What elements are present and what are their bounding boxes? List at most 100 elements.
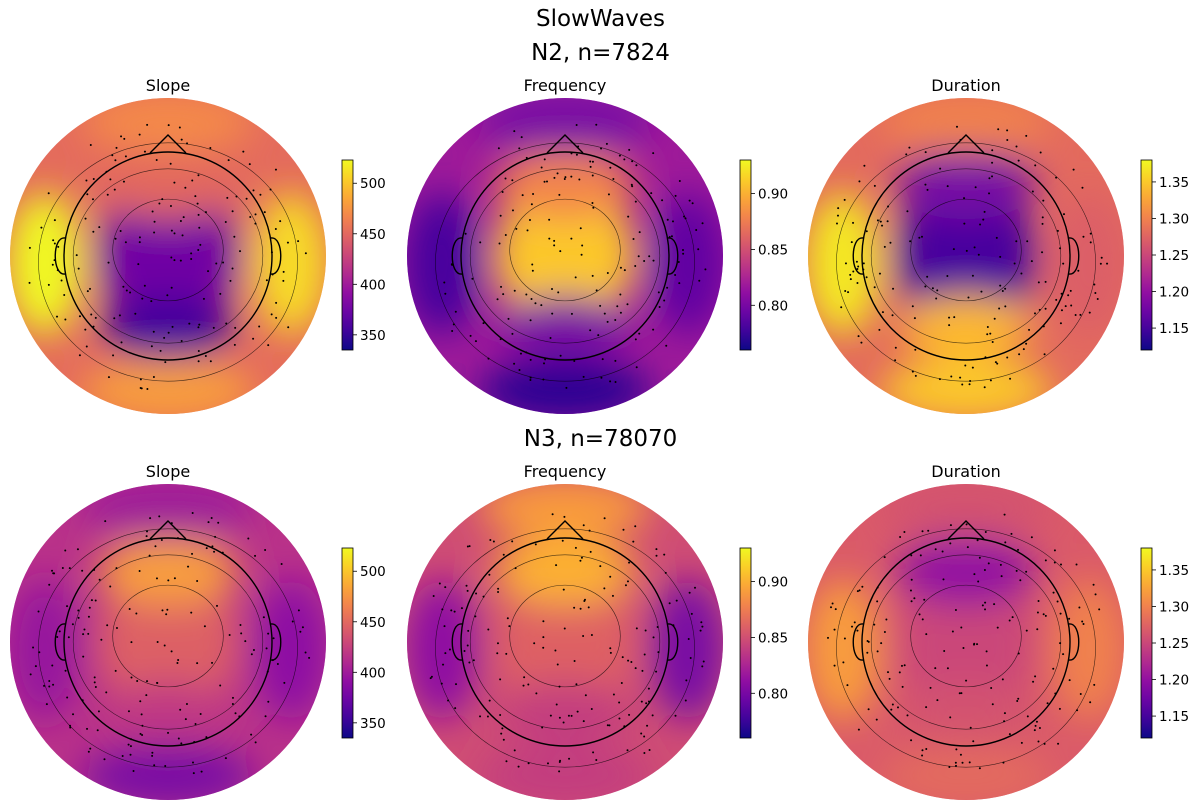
topomap-panel: Duration 1.15 1.20 1.25 1.30 1.35 — [808, 76, 1189, 414]
colorbar-tick-label: 0.80 — [758, 686, 788, 702]
sensor-dot — [953, 316, 956, 319]
row-subtitle-n2: N2, n=7824 — [531, 40, 670, 66]
sensor-dot — [60, 279, 63, 282]
sensor-dot — [899, 536, 902, 539]
left-ear-outline — [852, 623, 864, 661]
sensor-dot — [996, 362, 999, 365]
topomap-region-right — [1051, 578, 1124, 722]
sensor-dot — [507, 317, 510, 320]
sensor-dot — [563, 515, 566, 518]
sensor-dot — [888, 677, 891, 680]
sensor-dot — [553, 176, 556, 179]
sensor-dot — [1100, 256, 1103, 259]
contour-line — [112, 198, 224, 302]
sensor-dot — [34, 665, 37, 668]
head-outline — [861, 537, 1071, 747]
sensor-dot — [496, 642, 499, 645]
sensor-dot — [1053, 549, 1056, 552]
sensor-dot — [146, 530, 149, 533]
sensor-dot — [32, 646, 35, 649]
sensor-dot — [191, 512, 194, 515]
sensor-dot — [448, 648, 451, 651]
sensor-dot — [873, 184, 876, 187]
sensor-dot — [151, 210, 154, 213]
sensor-dot — [674, 194, 677, 197]
sensor-dot — [1068, 679, 1071, 682]
contour-line — [435, 528, 695, 768]
sensor-dot — [876, 219, 879, 222]
sensor-dot — [231, 696, 234, 699]
sensor-dot — [194, 195, 197, 198]
sensor-dot — [1030, 536, 1033, 539]
sensor-dot — [150, 300, 153, 303]
sensor-dot — [1020, 272, 1023, 275]
sensor-dot — [211, 545, 214, 548]
sensor-dot — [687, 637, 690, 640]
sensor-dot — [914, 374, 917, 377]
sensor-dot — [857, 335, 860, 338]
sensor-dot — [857, 728, 860, 731]
sensor-dot — [231, 210, 234, 213]
sensor-dot — [146, 680, 149, 683]
sensor-dot — [640, 732, 643, 735]
sensor-dot — [204, 211, 207, 214]
sensor-dot — [675, 599, 678, 602]
sensor-dot — [883, 245, 886, 248]
sensor-dot — [138, 569, 141, 572]
sensor-dot — [843, 198, 846, 201]
sensor-dot — [911, 370, 914, 373]
sensor-dot — [856, 282, 859, 285]
sensor-dot — [592, 751, 595, 754]
contour-line — [836, 142, 1096, 382]
contour-line — [72, 554, 264, 730]
sensor-dot — [233, 343, 236, 346]
topomap-region-outer_front — [478, 98, 652, 154]
sensor-dot — [118, 314, 121, 317]
contour-line — [469, 554, 661, 730]
sensor-dot — [986, 326, 989, 329]
sensor-dot — [648, 255, 651, 258]
sensor-dot — [622, 528, 625, 531]
sensor-dot — [543, 180, 546, 183]
sensor-dot — [647, 687, 650, 690]
sensor-dot — [184, 186, 187, 189]
contour-line — [509, 198, 621, 302]
sensor-dot — [276, 662, 279, 665]
sensor-dot — [991, 341, 994, 344]
sensor-dot — [450, 609, 453, 612]
sensor-dot — [1025, 629, 1028, 632]
sensor-dot — [671, 220, 674, 223]
sensor-dot — [1042, 613, 1045, 616]
sensor-dot — [1039, 151, 1042, 154]
sensor-dot — [52, 239, 55, 242]
sensor-dot — [451, 330, 454, 333]
sensor-dot — [138, 241, 141, 244]
sensor-dot — [857, 265, 860, 268]
sensor-dot — [440, 682, 443, 685]
sensor-dot — [197, 213, 200, 216]
sensor-dot — [502, 293, 505, 296]
sensor-dot — [949, 542, 952, 545]
sensor-dot — [559, 759, 562, 762]
sensor-dot — [968, 761, 971, 764]
sensor-dot — [948, 766, 951, 769]
sensor-dot — [1082, 622, 1085, 625]
sensor-dot — [180, 138, 183, 141]
sensor-dot — [984, 608, 987, 611]
sensor-dot — [843, 637, 846, 640]
topomap-region-left — [10, 578, 83, 722]
sensor-dot — [965, 523, 968, 526]
sensor-dot — [887, 205, 890, 208]
colorbar-tick-label: 450 — [360, 227, 386, 243]
sensor-dot — [989, 332, 992, 335]
sensor-dot — [934, 548, 937, 551]
colorbar — [1140, 159, 1153, 351]
sensor-dot — [505, 652, 508, 655]
sensor-dot — [924, 151, 927, 154]
sensor-dot — [264, 549, 267, 552]
sensor-dot — [910, 600, 913, 603]
sensor-dot — [690, 612, 693, 615]
sensor-dot — [124, 241, 127, 244]
sensor-dot — [1028, 328, 1031, 331]
sensor-dot — [1059, 247, 1062, 250]
